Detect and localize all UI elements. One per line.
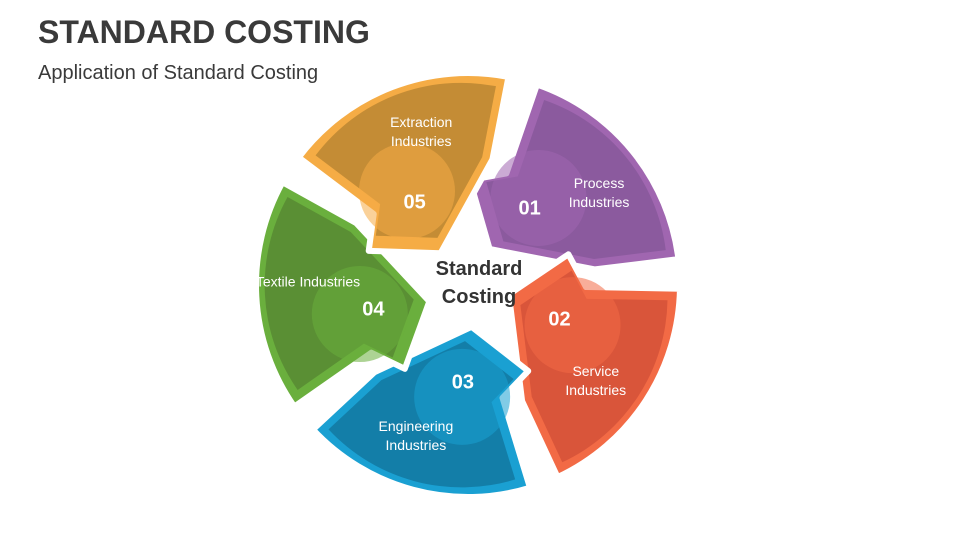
segment-label: Engineering Industries — [378, 418, 454, 454]
segment-number: 05 — [403, 191, 426, 214]
number-disc — [524, 277, 621, 374]
number-disc — [414, 348, 511, 445]
segment-label: Process Industries — [568, 175, 630, 211]
center-label: Standard Costing — [435, 258, 523, 308]
number-disc — [359, 143, 456, 240]
segment — [309, 323, 533, 500]
segment-label: Extraction Industries — [390, 113, 453, 149]
subtitle: Application of Standard Costing — [38, 62, 319, 84]
segment-number: 03 — [451, 371, 474, 394]
segment — [505, 251, 683, 481]
segment — [253, 179, 433, 410]
segment-label: Service Industries — [565, 363, 627, 399]
number-disc — [311, 265, 408, 362]
segment-number: 01 — [518, 197, 541, 220]
segment-number: 04 — [362, 298, 385, 321]
segment — [466, 81, 682, 273]
segment-label: Textile Industries — [255, 273, 361, 290]
number-disc — [490, 149, 587, 246]
title: STANDARD COSTING — [38, 14, 370, 50]
segment — [295, 70, 512, 257]
segment-number: 02 — [548, 308, 571, 331]
